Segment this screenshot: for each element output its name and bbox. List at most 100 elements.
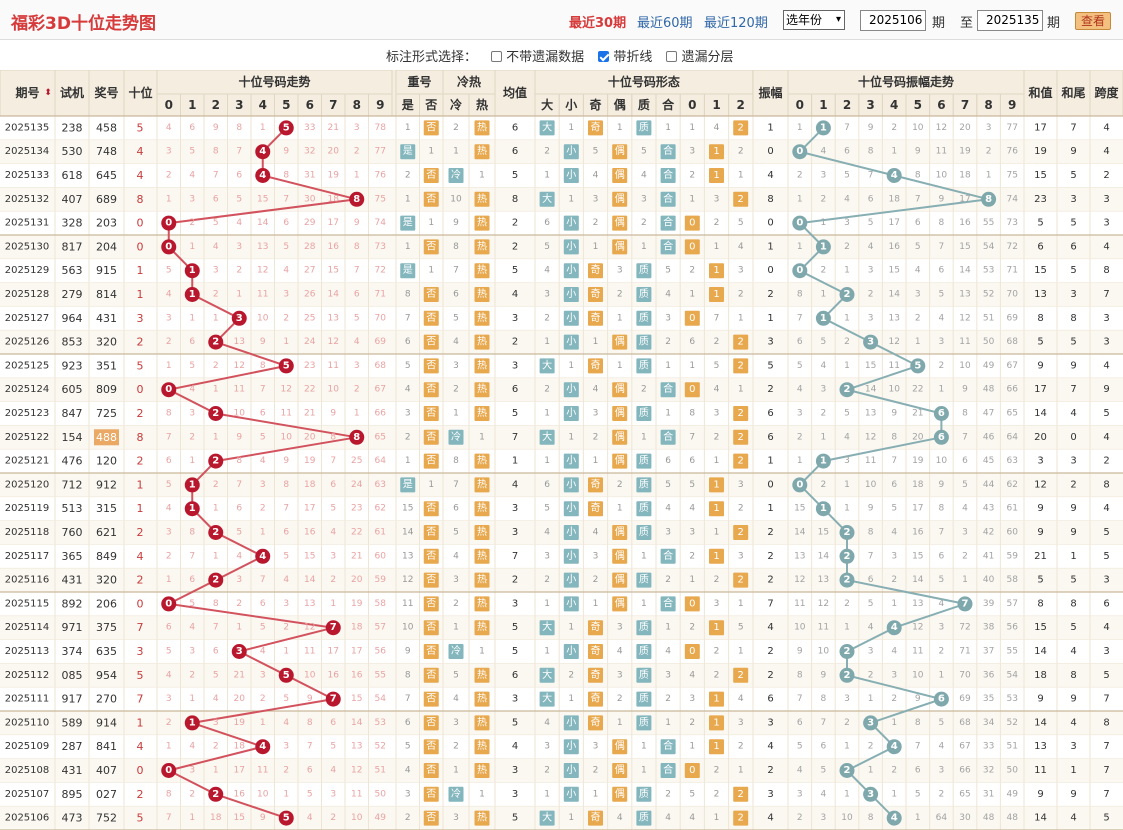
repeat-miss: 1: [428, 480, 434, 490]
amp-miss-value: 5: [939, 575, 945, 585]
amp-ball-label: 6: [938, 694, 945, 705]
table-row: [0, 354, 1123, 378]
coldhot-miss: 1: [479, 647, 485, 657]
miss-value: 1: [236, 290, 242, 300]
pc-miss: 3: [665, 528, 671, 538]
miss-value: 20: [328, 147, 340, 157]
oe-miss: 4: [593, 385, 599, 395]
miss-value: 56: [375, 647, 387, 657]
mod-value-box: [709, 739, 724, 755]
mod-value-box: [733, 667, 749, 683]
amp-miss-value: 1: [891, 789, 897, 799]
amp-miss-value: 47: [983, 409, 994, 419]
link-recent-60[interactable]: 最近60期: [637, 16, 693, 31]
header-amp-digit: 3: [866, 98, 874, 112]
tens-value: 3: [137, 312, 144, 325]
miss-value: 5: [189, 599, 195, 609]
amp-miss-value: 3: [915, 290, 921, 300]
hot-box: [474, 810, 490, 826]
amp-ball: [886, 739, 902, 755]
prize-number: 431: [96, 312, 117, 325]
amplitude-value: 1: [767, 503, 773, 514]
test-number: 712: [62, 478, 83, 491]
checkbox-icon[interactable]: [666, 51, 678, 62]
size-miss: 4: [544, 528, 550, 538]
size-small: 小: [566, 312, 576, 324]
link-recent-30[interactable]: 最近30期: [569, 16, 627, 31]
mod-miss: 2: [714, 575, 720, 585]
amp-miss-value: 15: [959, 242, 970, 252]
miss-value: 3: [213, 718, 219, 728]
span-value: 4: [1103, 122, 1109, 133]
option-layered[interactable]: 遗漏分层: [666, 46, 733, 65]
miss-value: 3: [236, 575, 242, 585]
amp-miss-value: 8: [939, 504, 945, 514]
checkbox-icon[interactable]: [491, 51, 503, 62]
repeat-no-box: [423, 358, 439, 374]
repeat-no-box: [423, 168, 439, 183]
from-period-input[interactable]: 2025106: [860, 10, 926, 31]
cold: 冷: [451, 787, 461, 800]
amp-ball: [815, 310, 831, 326]
amp-miss-value: 3: [844, 694, 850, 704]
prime-box: [636, 453, 652, 469]
miss-value: 6: [166, 456, 172, 466]
header-digit: 2: [212, 98, 220, 112]
prime-box: [636, 287, 652, 302]
issue: 2025116: [5, 575, 50, 586]
view-button[interactable]: 查看: [1075, 12, 1111, 30]
amp-miss-value: 51: [1006, 742, 1017, 752]
miss-value: 21: [234, 670, 245, 680]
amp-miss-value: 12: [912, 623, 923, 633]
tail-value: 8: [1070, 598, 1076, 609]
miss-value: 6: [354, 290, 360, 300]
link-recent-120[interactable]: 最近120期: [704, 16, 768, 31]
miss-value: 20: [351, 575, 363, 585]
miss-value: 1: [354, 409, 360, 419]
amplitude-value: 3: [767, 717, 773, 728]
size-miss: 1: [544, 647, 550, 657]
prime-box: [636, 120, 652, 136]
amp-miss-value: 2: [797, 171, 803, 181]
miss-value: 10: [351, 813, 363, 823]
hot-box: [474, 287, 490, 302]
miss-value: 2: [213, 480, 219, 490]
miss-value: 3: [166, 694, 172, 704]
table-row: [0, 615, 1123, 640]
amp-miss-value: 50: [1006, 766, 1018, 776]
header-digit: 1: [188, 98, 196, 112]
option-no-miss[interactable]: 不带遗漏数据: [491, 46, 584, 65]
avg-value: 3: [512, 313, 518, 324]
repeat-miss: 12: [402, 575, 413, 585]
header-amp-digit: 1: [819, 98, 827, 112]
option-polyline[interactable]: 带折线: [598, 46, 652, 65]
header-amp-digit: 2: [843, 98, 851, 112]
repeat-no: 否: [426, 693, 436, 705]
miss-value: 73: [375, 242, 386, 252]
coldhot-miss: 1: [453, 766, 459, 776]
prime-box: [636, 334, 652, 350]
miss-value: 7: [354, 266, 360, 276]
amp-miss-value: 20: [959, 123, 971, 133]
miss-value: 13: [234, 337, 245, 347]
amp-ball: [839, 572, 855, 588]
prize-number: 027: [96, 788, 117, 801]
size-small: 小: [566, 550, 576, 562]
size-small: 小: [566, 455, 576, 467]
year-select[interactable]: 选年份 ▾: [783, 10, 845, 30]
checkbox-checked-icon[interactable]: [598, 51, 610, 62]
tens-ball: [208, 334, 224, 350]
miss-value: 7: [236, 480, 242, 490]
mod-value-box: [709, 691, 724, 707]
to-period-input[interactable]: 2025135: [977, 10, 1043, 31]
amp-miss-value: 34: [983, 718, 995, 728]
composite-box: [660, 739, 676, 755]
miss-value: 16: [351, 670, 363, 680]
even-box: [612, 596, 628, 612]
mod-miss: 1: [689, 123, 695, 133]
issue: 2025129: [5, 265, 50, 276]
even: 偶: [615, 192, 625, 205]
hot-box: [474, 453, 490, 469]
mod-miss: 3: [738, 551, 744, 561]
amp-miss-value: 11: [959, 337, 970, 347]
